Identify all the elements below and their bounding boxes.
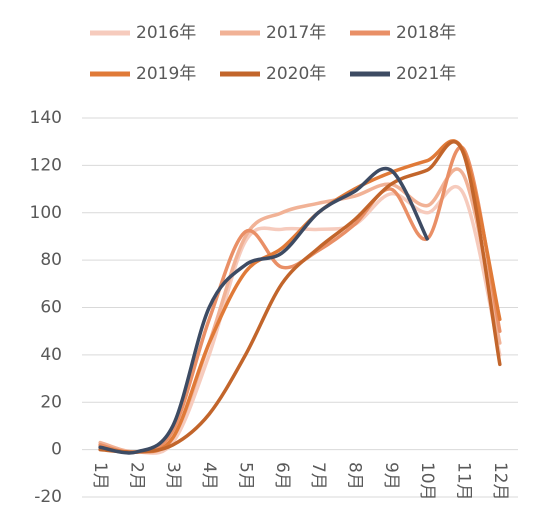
y-tick-label: 120 [30,155,62,175]
series-line [98,184,502,455]
legend-label: 2021年 [396,64,456,84]
series-line [98,166,429,455]
x-tick-label: 12月 [490,462,510,501]
series-line [98,140,502,454]
x-tick-label: 8月 [345,462,365,490]
x-tick-label: 5月 [236,462,256,490]
x-tick-label: 10月 [417,462,437,501]
y-tick-label: -20 [34,487,62,507]
legend-label: 2016年 [136,23,196,43]
x-tick-label: 9月 [381,462,401,490]
y-tick-label: 60 [40,298,62,318]
legend-label: 2017年 [266,23,326,43]
y-tick-label: 0 [51,440,62,460]
x-tick-label: 2月 [127,462,147,490]
legend-label: 2019年 [136,64,196,84]
x-tick-label: 7月 [308,462,328,490]
y-tick-label: 40 [40,345,62,365]
x-tick-label: 1月 [90,462,110,490]
y-tick-label: 140 [30,108,62,128]
x-tick-label: 6月 [272,462,292,490]
legend-label: 2018年 [396,23,456,43]
x-tick-label: 11月 [454,462,474,501]
y-tick-label: 20 [40,392,62,412]
x-tick-label: 3月 [163,462,183,490]
y-tick-label: 80 [40,250,62,270]
legend-label: 2020年 [266,64,326,84]
x-tick-label: 4月 [199,462,219,490]
y-tick-label: 100 [30,203,62,223]
